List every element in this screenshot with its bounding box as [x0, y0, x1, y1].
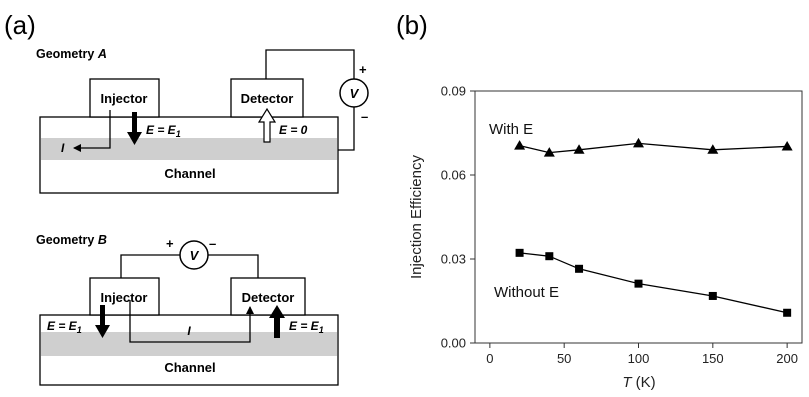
- geometry-a-minus-sign: –: [361, 109, 368, 124]
- geometry-b-plus-sign: +: [166, 236, 174, 251]
- geometry-b-injector-label: Injector: [101, 290, 148, 305]
- x-tick-label: 50: [557, 351, 571, 366]
- y-axis-ticks: 0.00 0.03 0.06 0.09: [441, 84, 475, 351]
- panel-a-label: (a): [4, 10, 36, 40]
- geometry-b-detector-field-arrow: [269, 305, 285, 338]
- geometry-a-diagram: Geometry A V + – Channel Injector Detect…: [36, 47, 369, 194]
- geometry-a-injector: [89, 78, 160, 118]
- series-label-with-e: With E: [489, 121, 533, 138]
- x-tick-label: 150: [702, 351, 724, 366]
- geometry-b-detector: [230, 277, 306, 316]
- geometry-b-wire-left: [120, 254, 180, 278]
- data-point-without-e: [634, 279, 643, 288]
- geometry-b-voltmeter: [179, 240, 209, 270]
- data-point-with-e: [543, 147, 555, 157]
- y-tick-label: 0.00: [441, 336, 466, 351]
- geometry-a-channel-layer: [41, 138, 337, 160]
- series-line-with-e: [519, 142, 788, 154]
- geometry-a-plus-sign: +: [359, 62, 367, 77]
- y-axis-title: Injection Efficiency: [408, 155, 425, 279]
- series-line-without-e: [519, 252, 788, 314]
- x-tick-label: 0: [486, 351, 493, 366]
- injection-efficiency-chart: 0 50 100 150 200 0.00 0.03 0.06 0.09 With E Wit…: [408, 84, 803, 391]
- geometry-b-diagram: Geometry B V + – Channel Injector Detect…: [36, 233, 339, 386]
- data-point-without-e: [545, 252, 554, 261]
- geometry-a-wire-right: [338, 107, 355, 151]
- geometry-b-wire-right: [208, 254, 259, 278]
- data-point-with-e: [781, 140, 793, 151]
- geometry-a-field-detector: E = 0: [279, 123, 308, 137]
- data-point-without-e: [783, 308, 792, 317]
- data-point-with-e: [514, 140, 526, 150]
- geometry-a-injector-label: Injector: [101, 91, 148, 106]
- geometry-a-channel-label: Channel: [164, 166, 215, 181]
- geometry-b-title: Geometry B: [36, 233, 107, 247]
- geometry-b-detector-label: Detector: [242, 290, 295, 305]
- geometry-b-minus-sign: –: [209, 236, 216, 251]
- data-point-with-e: [707, 144, 719, 154]
- series-label-without-e: Without E: [494, 284, 559, 301]
- geometry-b-current-path: [129, 300, 254, 343]
- geometry-a-title: Geometry A: [36, 47, 107, 61]
- x-tick-label: 200: [776, 351, 798, 366]
- panel-b-label: (b): [396, 10, 428, 40]
- data-point-without-e: [708, 291, 717, 300]
- geometry-a-field-injector: E = E1: [146, 123, 181, 139]
- x-axis-ticks: 0 50 100 150 200: [486, 343, 798, 366]
- geometry-a-detector-label: Detector: [241, 91, 294, 106]
- y-tick-label: 0.09: [441, 84, 466, 99]
- panel-a: (a) Geometry A V + – Channel Injector De…: [4, 10, 369, 386]
- geometry-b-current-label: I: [187, 324, 191, 338]
- geometry-a-detector-field-arrow: [257, 107, 277, 143]
- geometry-a-injector-field-arrow: [127, 112, 142, 145]
- geometry-a-voltmeter-label: V: [350, 86, 360, 101]
- y-tick-label: 0.06: [441, 168, 466, 183]
- geometry-a-voltmeter: [339, 78, 369, 108]
- geometry-a-current-label: I: [61, 141, 65, 155]
- geometry-a-wire-top: [265, 49, 355, 79]
- geometry-b-field-left: E = E1: [47, 319, 82, 335]
- data-point-with-e: [573, 144, 585, 154]
- geometry-b-voltmeter-label: V: [190, 248, 200, 263]
- geometry-b-field-right: E = E1: [289, 319, 324, 335]
- geometry-b-injector-field-arrow: [95, 305, 110, 338]
- data-point-without-e: [575, 264, 584, 273]
- geometry-b-channel-label: Channel: [164, 360, 215, 375]
- panel-b: (b) 0 50 100 150 200 0.00 0.03 0.06 0.09 With E…: [396, 10, 803, 391]
- data-point-with-e: [633, 137, 644, 148]
- geometry-a-current-path: [73, 110, 111, 152]
- geometry-b-channel-layer: [41, 332, 337, 356]
- y-tick-label: 0.03: [441, 252, 466, 267]
- data-point-without-e: [515, 248, 524, 257]
- x-tick-label: 100: [628, 351, 650, 366]
- chart-series-layer: [514, 137, 793, 317]
- x-axis-title: T (K): [622, 374, 655, 391]
